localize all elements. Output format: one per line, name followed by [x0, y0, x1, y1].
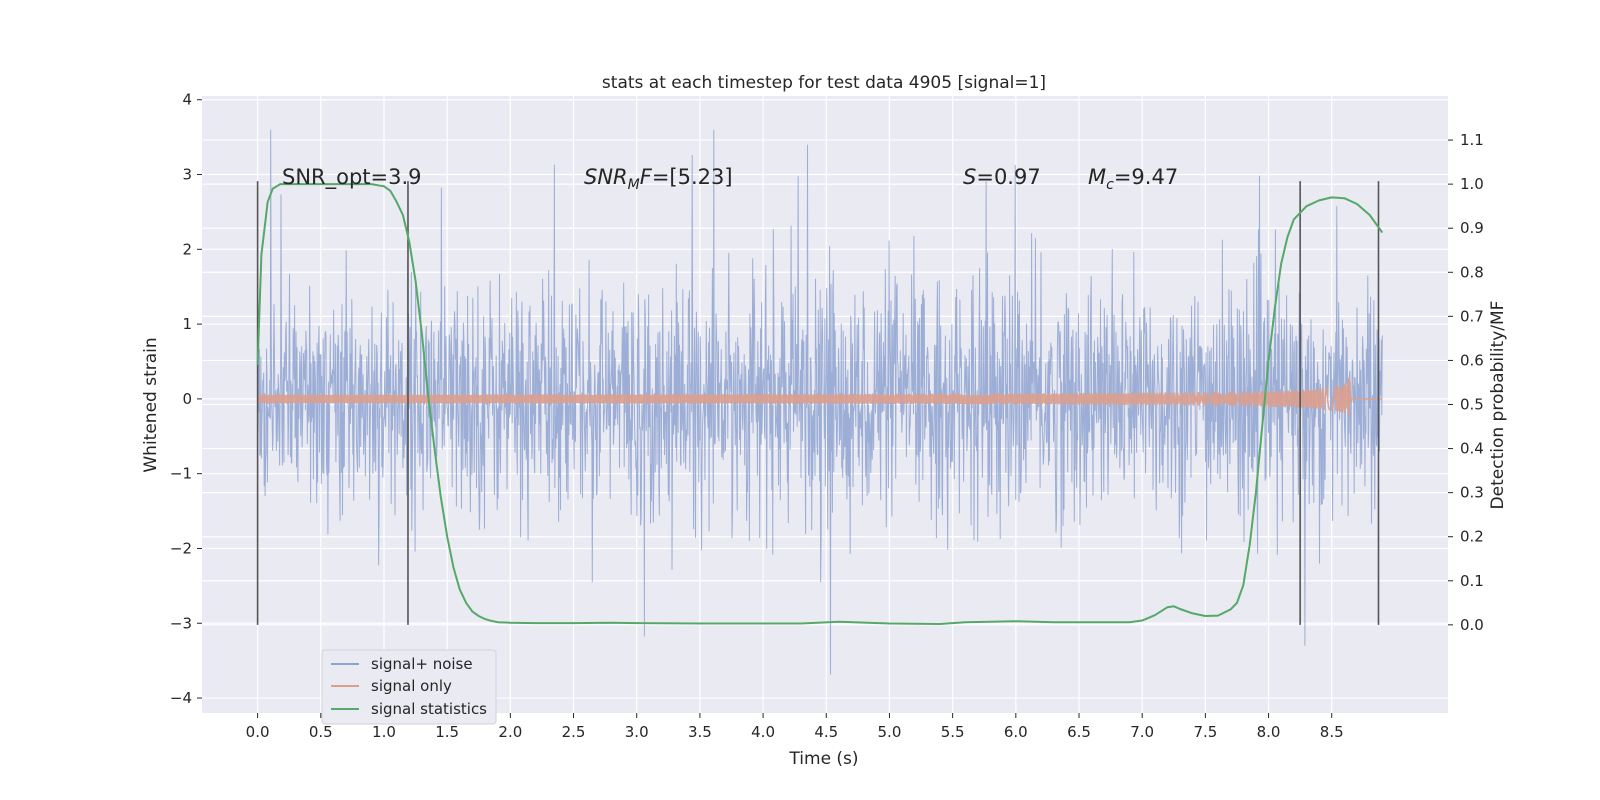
annotation-s: S=0.97	[963, 165, 1041, 189]
statistics-line	[256, 183, 1384, 625]
right-y-tick-label: 1.0	[1460, 175, 1484, 193]
x-tick-label: 6.0	[1004, 723, 1028, 741]
y-tick-label: −2	[170, 539, 192, 557]
y-tick-label: −1	[170, 465, 192, 483]
x-tick-label: 5.0	[878, 723, 902, 741]
x-axis-ticks: 0.0 0.5 1.0 1.5 2.0 2.5 3.0 3.5 4.0 4.5 5.0 5.5 6.0 6…	[246, 713, 1344, 741]
x-tick-label: 4.5	[814, 723, 838, 741]
series-signal-statistics	[256, 183, 1384, 625]
right-y-tick-label: 0.8	[1460, 263, 1484, 281]
series-signal-noise	[257, 129, 1383, 675]
right-y-tick-label: 0.1	[1460, 572, 1484, 590]
legend-box	[321, 649, 497, 725]
y-axis-ticks: −4 −3 −2 −1 0 1 2 3 4	[170, 91, 202, 707]
right-y-tick-label: 0.6	[1460, 351, 1484, 369]
legend-label-signal-only: signal only	[371, 677, 452, 695]
x-tick-label: 0.5	[309, 723, 333, 741]
series-signal-only	[256, 376, 1383, 417]
y-tick-label: 4	[182, 91, 192, 109]
annotation-mc: Mc=9.47	[1088, 165, 1178, 193]
x-tick-label: 5.5	[941, 723, 965, 741]
right-y-tick-label: 0.5	[1460, 396, 1484, 414]
x-tick-label: 7.5	[1193, 723, 1217, 741]
x-tick-label: 1.0	[372, 723, 396, 741]
x-tick-label: 8.5	[1320, 723, 1344, 741]
noise-line	[257, 129, 1383, 675]
y-tick-label: 2	[182, 240, 192, 258]
y-tick-label: 0	[182, 390, 192, 408]
x-tick-label: 3.5	[688, 723, 712, 741]
annotation-snr-opt: SNR_opt=3.9	[282, 165, 422, 190]
x-tick-label: 0.0	[246, 723, 270, 741]
x-tick-label: 3.0	[625, 723, 649, 741]
legend: signal+ noise signal only signal statist…	[321, 649, 497, 725]
y-tick-label: −3	[170, 614, 192, 632]
legend-label-signal-noise: signal+ noise	[371, 655, 473, 673]
y-tick-label: 1	[182, 315, 192, 333]
y-tick-label: −4	[170, 689, 192, 707]
legend-label-signal-statistics: signal statistics	[371, 700, 487, 718]
right-y-tick-label: 1.1	[1460, 131, 1484, 149]
right-y-axis-ticks: 0.0 0.1 0.2 0.3 0.4 0.5 0.6 0.7 0.8 0.9 1.0 1.1	[1448, 131, 1484, 634]
x-tick-label: 6.5	[1067, 723, 1091, 741]
x-tick-label: 7.0	[1130, 723, 1154, 741]
right-y-tick-label: 0.7	[1460, 307, 1484, 325]
annotations: SNR_opt=3.9 SNRMF=[5.23] S=0.97 Mc=9.47	[282, 165, 1178, 193]
right-y-tick-label: 0.4	[1460, 440, 1484, 458]
y-axis-label: Whitened strain	[141, 337, 161, 472]
right-y-tick-label: 0.2	[1460, 528, 1484, 546]
x-axis-label: Time (s)	[788, 749, 858, 769]
x-tick-label: 1.5	[435, 723, 459, 741]
chart-title: stats at each timestep for test data 490…	[602, 73, 1046, 93]
chirp-line	[256, 376, 1383, 417]
annotation-snr-mf: SNRMF=[5.23]	[584, 165, 733, 193]
right-y-tick-label: 0.3	[1460, 484, 1484, 502]
right-y-tick-label: 0.0	[1460, 616, 1484, 634]
x-tick-label: 4.0	[751, 723, 775, 741]
x-tick-label: 2.0	[498, 723, 522, 741]
right-y-tick-label: 0.9	[1460, 219, 1484, 237]
x-tick-label: 2.5	[562, 723, 586, 741]
y-tick-label: 3	[182, 166, 192, 184]
right-y-axis-label: Detection probability/MF	[1488, 301, 1508, 510]
segment-markers	[256, 181, 1380, 625]
x-tick-label: 8.0	[1257, 723, 1281, 741]
